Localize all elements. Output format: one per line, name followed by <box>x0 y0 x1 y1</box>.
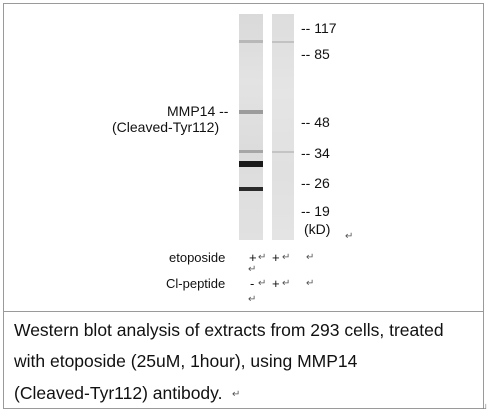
caption-line-2: with etoposide (25uM, 1hour), using MMP1… <box>14 351 358 371</box>
corner-mark: ┘ <box>483 404 489 413</box>
caption-line-1: Western blot analysis of extracts from 2… <box>14 320 444 340</box>
band-lane2-mid <box>272 151 294 153</box>
clpeptide-lane2-sign: + <box>272 276 280 291</box>
return-mark: ↵ <box>258 252 267 263</box>
return-mark: ↵ <box>258 278 267 289</box>
return-mark: ↵ <box>282 252 291 263</box>
band-lane1-lower <box>239 187 263 191</box>
etoposide-lane2-sign: + <box>272 250 280 265</box>
mw-marker-48: -- 48 <box>301 114 330 130</box>
return-mark: ↵ <box>248 264 257 275</box>
return-mark: ↵ <box>306 278 315 289</box>
section-divider <box>3 311 484 312</box>
mw-marker-117: -- 117 <box>301 20 337 36</box>
band-lane2-upper <box>272 41 294 43</box>
condition-etoposide-label: etoposide <box>169 250 226 265</box>
target-label-name: MMP14 -- <box>167 103 229 119</box>
return-mark: ↵ <box>282 278 291 289</box>
mw-unit-kd: (kD) <box>304 221 331 237</box>
band-lane1-mid <box>239 150 263 153</box>
return-mark: ↵ <box>345 231 354 242</box>
return-mark: ↵ <box>248 294 257 305</box>
caption-line-3: (Cleaved-Tyr112) antibody. <box>14 383 223 403</box>
mw-marker-26: -- 26 <box>301 175 330 191</box>
mw-marker-85: -- 85 <box>301 46 330 62</box>
band-lane1-strong <box>239 161 263 167</box>
mw-marker-19: -- 19 <box>301 203 330 219</box>
clpeptide-lane1-sign: - <box>250 276 255 291</box>
condition-clpeptide-label: Cl-peptide <box>166 276 226 291</box>
etoposide-lane1-sign: + <box>249 250 257 265</box>
blot-lane-1 <box>239 14 263 240</box>
figure-frame <box>3 3 484 409</box>
mw-marker-34: -- 34 <box>301 145 330 161</box>
target-label-site: (Cleaved-Tyr112) <box>112 119 220 135</box>
band-lane1-mmp14 <box>239 110 263 114</box>
band-lane1-upper <box>239 40 263 43</box>
blot-lane-2 <box>272 14 294 240</box>
return-mark: ↵ <box>306 252 315 263</box>
return-mark: ↵ <box>232 389 241 400</box>
